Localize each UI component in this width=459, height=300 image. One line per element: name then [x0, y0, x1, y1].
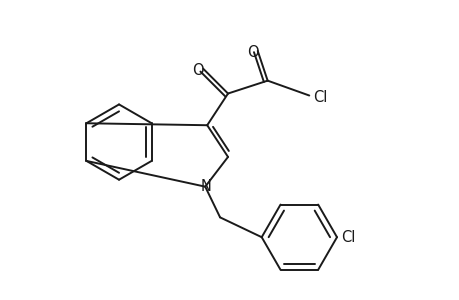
Text: N: N — [200, 179, 211, 194]
Text: Cl: Cl — [313, 90, 327, 105]
Text: O: O — [192, 63, 204, 78]
Text: Cl: Cl — [340, 230, 354, 245]
Text: O: O — [246, 45, 258, 60]
